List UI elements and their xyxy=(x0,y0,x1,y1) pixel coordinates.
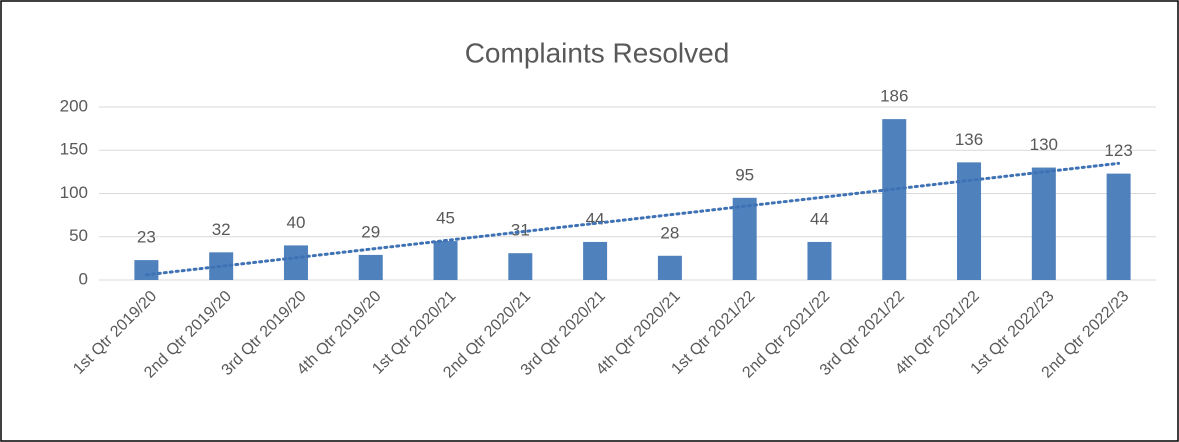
bar xyxy=(508,253,533,280)
bar xyxy=(732,197,757,280)
trendline xyxy=(144,161,1121,277)
bar xyxy=(583,241,608,280)
data-label: 186 xyxy=(880,87,908,106)
bar xyxy=(882,119,907,280)
bar xyxy=(657,255,682,280)
data-label: 31 xyxy=(511,221,530,240)
data-label: 130 xyxy=(1030,135,1058,154)
bar xyxy=(358,254,383,280)
bar xyxy=(1106,173,1131,280)
y-tick-label: 50 xyxy=(69,226,88,245)
data-label: 136 xyxy=(955,130,983,149)
data-label: 44 xyxy=(810,209,829,228)
bar xyxy=(1031,167,1056,280)
bar xyxy=(134,260,159,280)
bar xyxy=(807,241,832,280)
y-tick-label: 150 xyxy=(60,140,88,159)
data-label: 123 xyxy=(1104,141,1132,160)
y-tick-label: 200 xyxy=(60,96,88,115)
data-label: 45 xyxy=(436,209,455,228)
data-label: 23 xyxy=(137,228,156,247)
data-label: 29 xyxy=(361,222,380,241)
y-tick-label: 0 xyxy=(79,269,88,288)
y-tick-label: 100 xyxy=(60,183,88,202)
data-label: 28 xyxy=(660,223,679,242)
data-label: 95 xyxy=(735,165,754,184)
bar xyxy=(433,241,458,280)
data-label: 40 xyxy=(287,213,306,232)
bar xyxy=(283,245,308,280)
chart-title: Complaints Resolved xyxy=(465,37,730,68)
data-label: 32 xyxy=(212,220,231,239)
